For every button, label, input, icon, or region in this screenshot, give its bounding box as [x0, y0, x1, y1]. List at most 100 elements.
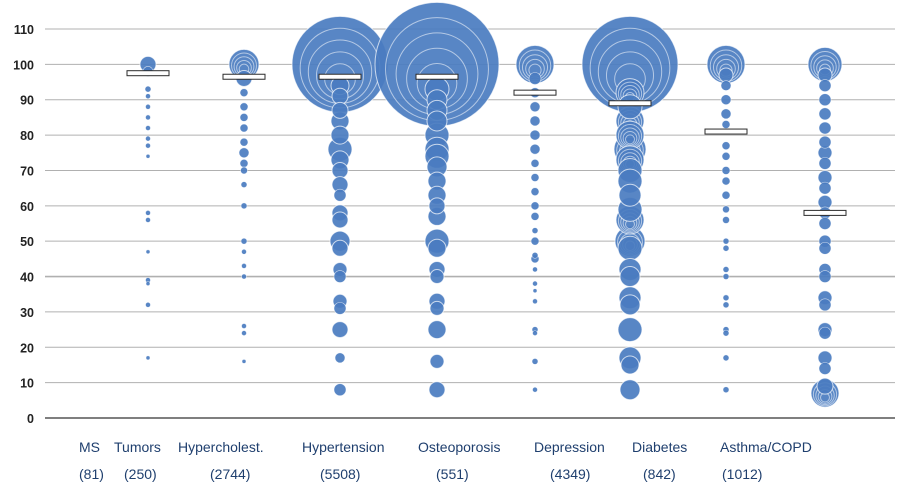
- bubble-point: [722, 273, 730, 280]
- bubble-point: [722, 294, 730, 302]
- bubble-point: [333, 302, 347, 315]
- bubble-point: [722, 266, 730, 273]
- bubble-point: [720, 80, 732, 91]
- category-count: (842): [643, 466, 676, 482]
- bubble-point: [818, 135, 832, 149]
- bubble-point: [334, 352, 346, 364]
- bubble-point: [619, 294, 641, 316]
- bubble-point: [818, 121, 832, 135]
- bubble-point: [145, 104, 151, 110]
- bubble-point: [145, 142, 151, 149]
- bubble-point: [145, 135, 151, 142]
- bubble-point: [620, 355, 640, 375]
- bubble-point: [531, 227, 539, 234]
- bubble-point: [722, 386, 730, 394]
- bubble-point: [532, 288, 538, 293]
- bubble-point: [145, 93, 151, 99]
- bubble-point: [331, 101, 349, 119]
- bubble-point: [144, 85, 152, 93]
- bubble-point: [818, 157, 832, 170]
- bubble-point: [331, 239, 349, 257]
- y-tick-label: 30: [20, 306, 34, 320]
- bubble-point: [721, 120, 731, 129]
- category-count: (2744): [210, 466, 251, 482]
- bubble-point: [145, 249, 151, 255]
- bubble-point: [530, 187, 540, 196]
- bubble-point: [530, 159, 540, 168]
- bubble-point: [238, 147, 250, 159]
- bubble-point: [722, 205, 730, 214]
- bubble-point: [721, 141, 731, 150]
- bubble-point: [331, 211, 349, 229]
- bubble-point: [818, 217, 832, 230]
- bubble-point: [427, 238, 447, 258]
- bubble-point: [429, 353, 445, 369]
- category-count: (81): [79, 466, 104, 482]
- bubble-point: [722, 244, 730, 252]
- y-tick-label: 70: [20, 164, 34, 178]
- bubble-point: [241, 248, 247, 255]
- bubble-point: [428, 197, 446, 215]
- bubble-point: [426, 110, 448, 132]
- bubble-point: [532, 280, 538, 287]
- bubble-point: [429, 300, 445, 316]
- bubble-point: [331, 161, 349, 179]
- median-marker: [513, 89, 557, 96]
- bubble-point: [241, 323, 247, 329]
- bubble-point: [530, 236, 540, 246]
- bubble-point: [145, 302, 151, 308]
- bubble-point: [718, 67, 734, 83]
- bubble-point: [241, 263, 247, 269]
- bubble-point: [331, 87, 349, 105]
- y-tick-label: 60: [20, 200, 34, 214]
- bubble-ring: [622, 130, 638, 146]
- category-label: Osteoporosis: [418, 439, 501, 455]
- bubble-point: [240, 166, 248, 175]
- bubble-point: [722, 354, 730, 362]
- median-marker: [803, 209, 847, 216]
- bubble-point: [145, 217, 151, 223]
- y-tick-label: 80: [20, 129, 34, 143]
- category-count: (1012): [722, 466, 763, 482]
- category-label: MS: [79, 439, 100, 455]
- bubble-series: [139, 1, 843, 408]
- bubble-point: [818, 241, 832, 255]
- bubble-point: [720, 94, 732, 106]
- bubble-point: [818, 326, 832, 340]
- bubble-point: [239, 88, 249, 97]
- bubble-point: [529, 143, 541, 155]
- grid-lines: [45, 28, 895, 419]
- bubble-point: [619, 266, 641, 288]
- bubble-point: [145, 154, 151, 159]
- median-marker: [126, 70, 170, 77]
- bubble-point: [240, 181, 248, 188]
- category-label: Depression: [534, 439, 605, 455]
- bubble-point: [617, 235, 643, 261]
- bubble-point: [241, 330, 247, 336]
- bubble-point: [721, 166, 731, 175]
- y-tick-label: 90: [20, 94, 34, 108]
- bubble-point: [528, 72, 542, 85]
- category-label: Asthma/COPD: [720, 439, 812, 455]
- median-markers: [126, 70, 847, 216]
- bubble-point: [818, 93, 832, 107]
- bubble-point: [145, 210, 151, 216]
- y-tick-label: 110: [14, 23, 34, 37]
- bubble-point: [818, 107, 832, 121]
- bubble-point: [532, 386, 538, 393]
- bubble-point: [617, 317, 643, 343]
- category-label: Hypertension: [302, 439, 385, 455]
- bubble-point: [429, 269, 445, 285]
- category-label: Tumors: [114, 439, 161, 455]
- bubble-point: [145, 114, 151, 121]
- bubble-point: [333, 270, 347, 283]
- bubble-point: [618, 183, 642, 207]
- category-count: (551): [436, 466, 469, 482]
- bubble-point: [239, 123, 249, 133]
- bubble-ring: [625, 134, 635, 145]
- y-tick-label: 100: [13, 58, 34, 72]
- bubble-point: [427, 320, 447, 340]
- bubble-point: [816, 377, 834, 395]
- bubble-point: [240, 202, 248, 210]
- category-count: (5508): [320, 466, 361, 482]
